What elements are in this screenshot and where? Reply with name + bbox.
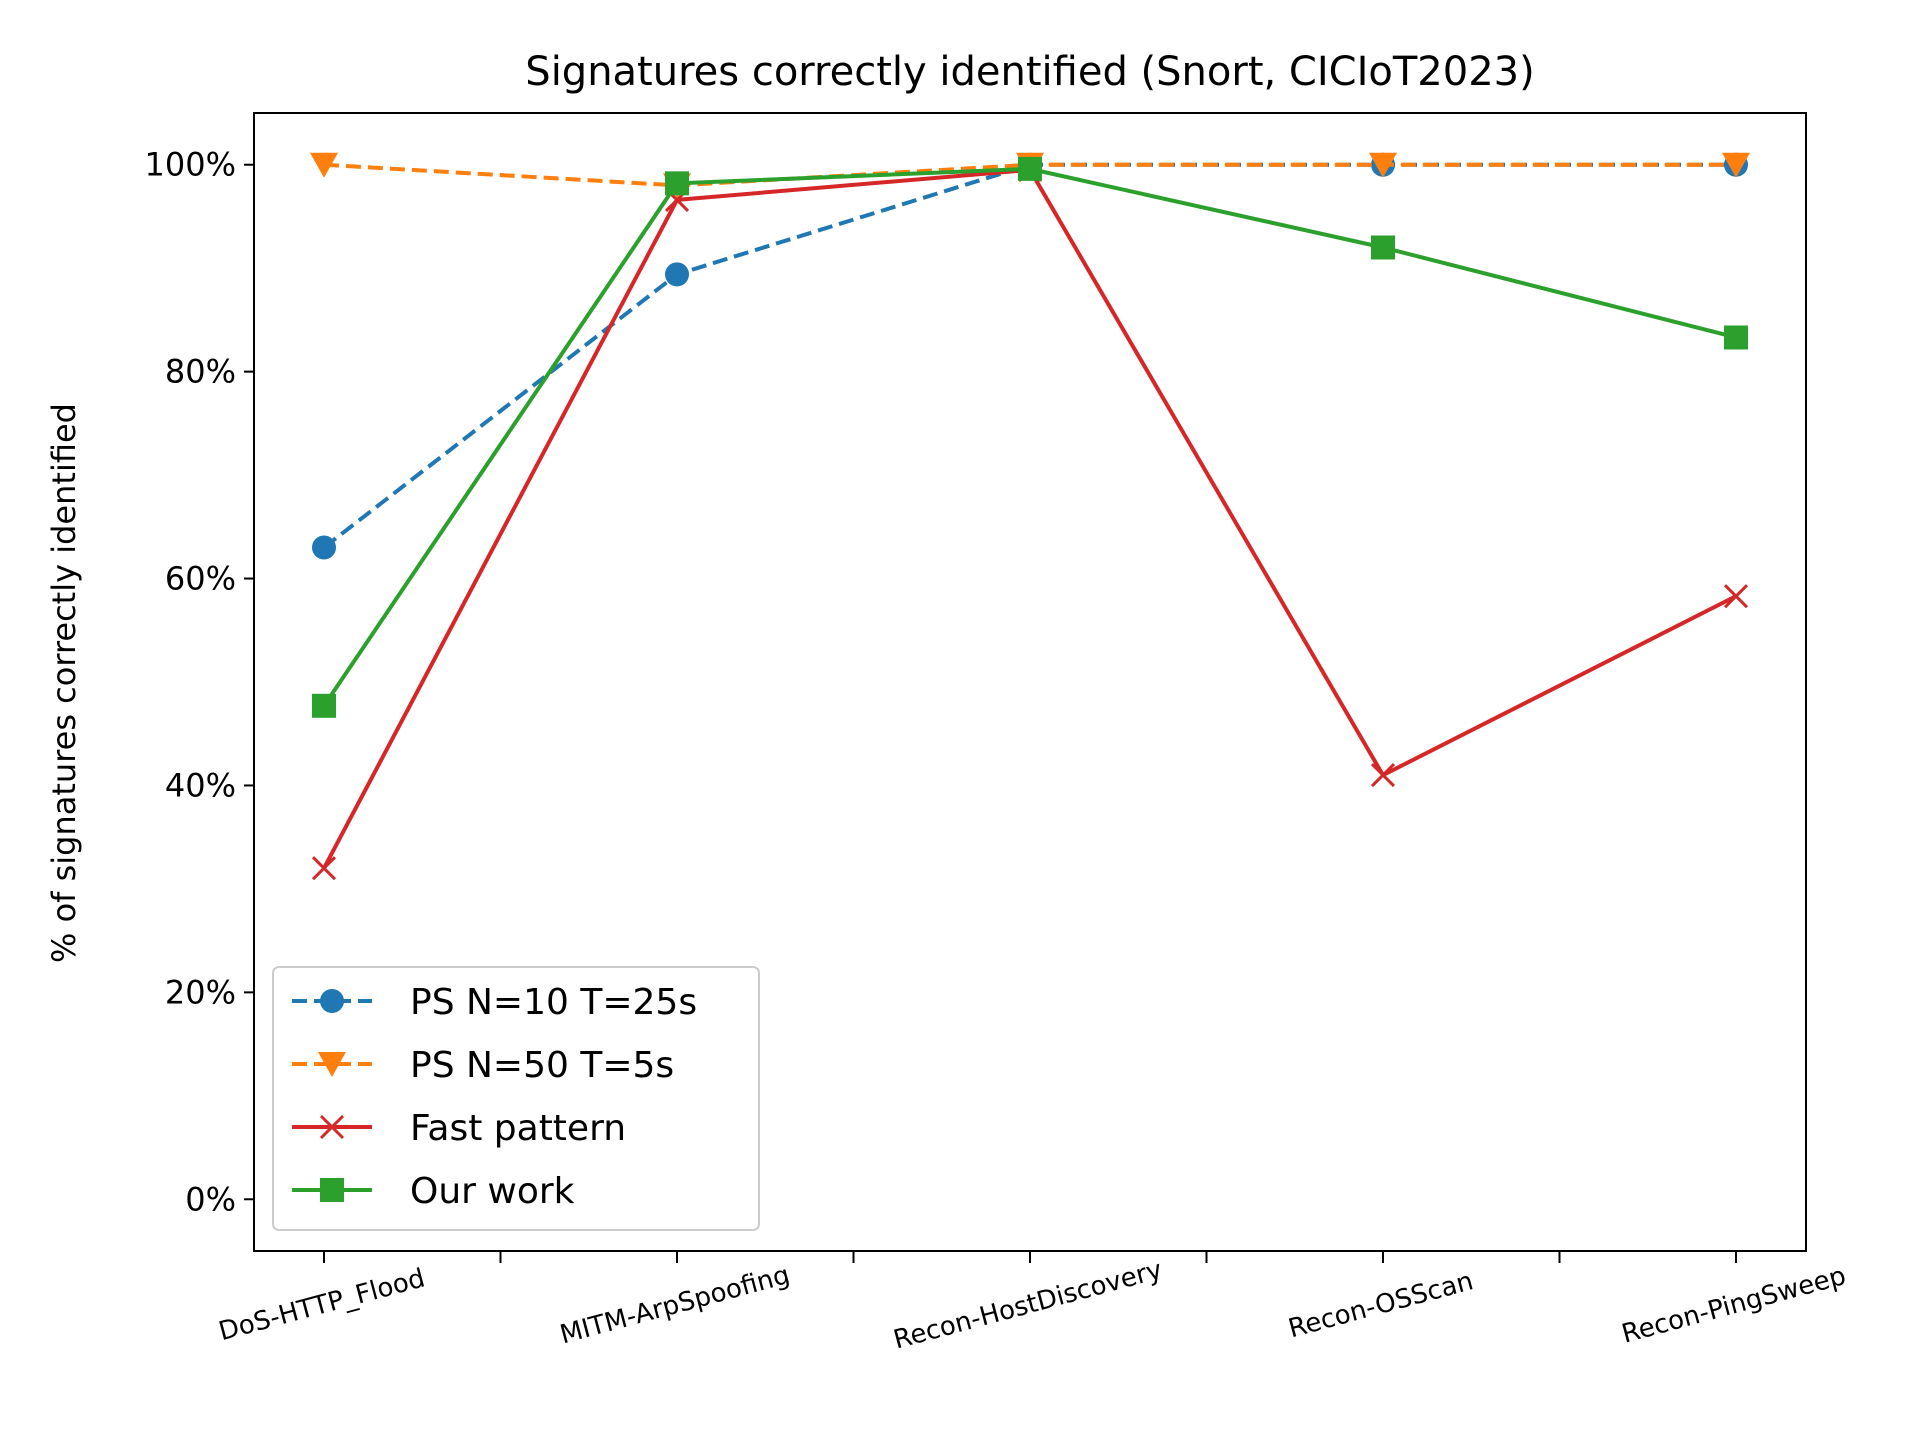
y-tick-label: 40% — [165, 766, 236, 804]
plot-area — [310, 152, 1750, 881]
y-tick-label: 100% — [145, 146, 236, 184]
legend-marker-3 — [320, 1178, 344, 1202]
y-tick-label: 20% — [165, 973, 236, 1011]
data-point-3-4 — [1724, 325, 1748, 350]
data-point-0-1 — [665, 262, 689, 287]
series-line-0 — [322, 162, 1736, 550]
x-tick-label: Recon-PingSweep — [1619, 1261, 1849, 1350]
data-point-2-0 — [311, 856, 337, 881]
data-point-2-3 — [1370, 763, 1396, 788]
data-point-3-3 — [1371, 235, 1395, 260]
data-point-0-0 — [312, 535, 336, 560]
x-tick-label: Recon-HostDiscovery — [890, 1255, 1165, 1356]
series-line-2 — [322, 167, 1737, 870]
y-tick-label: 60% — [165, 560, 236, 598]
series-line-3 — [322, 166, 1737, 707]
data-point-2-0-stroke-b — [311, 856, 337, 881]
legend-marker-2-stroke-b — [319, 1114, 345, 1140]
x-tick-label: Recon-OSScan — [1285, 1266, 1476, 1344]
data-point-2-4-stroke-b — [1723, 584, 1749, 609]
legend-marker-2 — [319, 1114, 345, 1140]
legend-marker-1 — [318, 1052, 346, 1077]
legend-label-3: Our work — [410, 1171, 575, 1212]
data-point-1-0 — [310, 152, 338, 178]
x-tick-label: DoS-HTTP_Flood — [216, 1263, 428, 1347]
y-tick-label: 80% — [165, 353, 236, 391]
data-point-1-4 — [1722, 152, 1750, 178]
data-point-1-3 — [1369, 152, 1397, 178]
data-point-3-0 — [312, 693, 336, 718]
x-tick-label: MITM-ArpSpoofing — [557, 1260, 793, 1350]
legend-label-2: Fast pattern — [410, 1108, 626, 1149]
legend-label-1: PS N=50 T=5s — [410, 1045, 674, 1086]
y-axis-label: % of signatures correctly identified — [45, 403, 83, 963]
chart-title: Signatures correctly identified (Snort, … — [525, 49, 1534, 95]
legend-label-0: PS N=10 T=25s — [410, 982, 697, 1023]
data-point-3-2 — [1018, 156, 1042, 181]
legend: PS N=10 T=25s PS N=50 T=5s Fast pattern Our… — [272, 966, 760, 1231]
legend-box — [272, 966, 760, 1231]
data-point-3-1 — [665, 171, 689, 196]
legend-marker-0 — [320, 989, 344, 1013]
data-point-2-4 — [1723, 584, 1749, 609]
data-point-2-3-stroke-b — [1370, 763, 1396, 788]
y-tick-label: 0% — [185, 1180, 236, 1218]
